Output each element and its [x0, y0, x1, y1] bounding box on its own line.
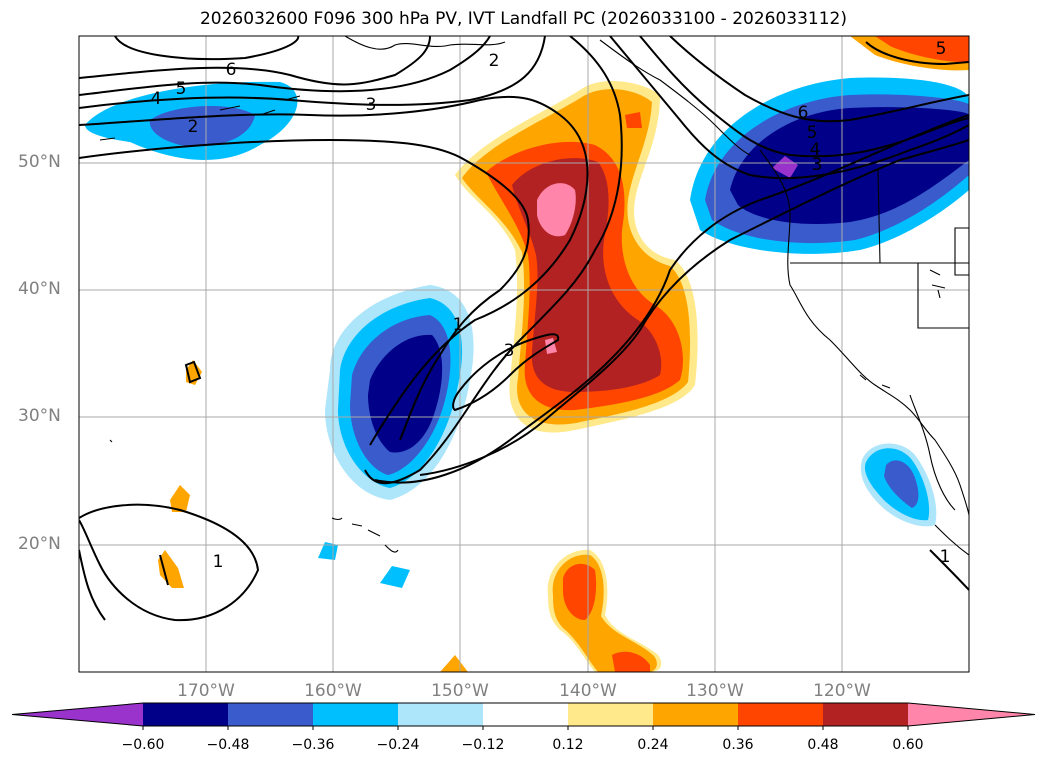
contour-label: 1	[453, 315, 464, 335]
lon-label: 120°W	[813, 681, 871, 701]
colorbar-ticklines	[142, 726, 909, 730]
lon-label: 150°W	[431, 681, 489, 701]
contour-label: 5	[807, 123, 818, 143]
colorbar-segment	[228, 703, 313, 726]
lat-label: 30°N	[18, 406, 61, 426]
colorbar-segment	[483, 703, 568, 726]
contour-label: 2	[489, 51, 500, 71]
colorbar-tick-label: 0.60	[892, 737, 924, 753]
lat-label: 50°N	[18, 152, 61, 172]
colorbar-tick-label: −0.12	[461, 737, 505, 753]
contour-label: 4	[151, 89, 162, 109]
colorbar-segment	[738, 703, 823, 726]
contour-label: 5	[936, 39, 947, 59]
lat-label: 20°N	[18, 534, 61, 554]
contour-label: 4	[810, 140, 821, 160]
lat-label: 40°N	[18, 279, 61, 299]
contour-label: 6	[226, 60, 237, 80]
colorbar-tick-label: −0.24	[376, 737, 420, 753]
colorbar-tick-label: −0.48	[206, 737, 250, 753]
lon-label: 130°W	[686, 681, 744, 701]
contour-label: 3	[812, 155, 823, 175]
ivt-contours	[79, 36, 969, 622]
map-title: 2026032600 F096 300 hPa PV, IVT Landfall…	[199, 9, 847, 29]
contour-label-group: 6 5 4 2 3 2 1 3 1 6 5 4 3 1 5	[151, 39, 951, 572]
contour-label: 3	[366, 95, 377, 115]
colorbar-extend-low	[12, 703, 143, 726]
colorbar-segment	[143, 703, 228, 726]
colorbar-segments	[11, 702, 1036, 727]
colorbar-tick-label: 0.24	[637, 737, 669, 753]
colorbar-tick-label: 0.36	[722, 737, 754, 753]
colorbar-segment	[313, 703, 398, 726]
contour-label: 3	[504, 341, 515, 361]
contour-label: 2	[188, 117, 199, 137]
coastlines	[99, 36, 969, 556]
map-frame	[78, 35, 970, 673]
contour-label: 1	[213, 552, 224, 572]
contour-label: 5	[176, 79, 187, 99]
colorbar-tick-label: −0.36	[291, 737, 335, 753]
contour-label: 1	[940, 547, 951, 567]
colorbar-tick-label: −0.60	[121, 737, 165, 753]
lon-label: 140°W	[559, 681, 617, 701]
colorbar-tick-label: 0.48	[807, 737, 839, 753]
colorbar-segment	[823, 703, 908, 726]
colorbar-segment	[398, 703, 483, 726]
pv-shading	[85, 36, 969, 672]
colorbar-segment	[653, 703, 738, 726]
lon-label: 160°W	[304, 681, 362, 701]
graticule	[79, 36, 969, 672]
contour-label: 6	[798, 103, 809, 123]
colorbar-segment	[568, 703, 653, 726]
lon-label: 170°W	[177, 681, 235, 701]
colorbar-tick-label: 0.12	[552, 737, 584, 753]
colorbar-extend-high	[908, 703, 1035, 726]
